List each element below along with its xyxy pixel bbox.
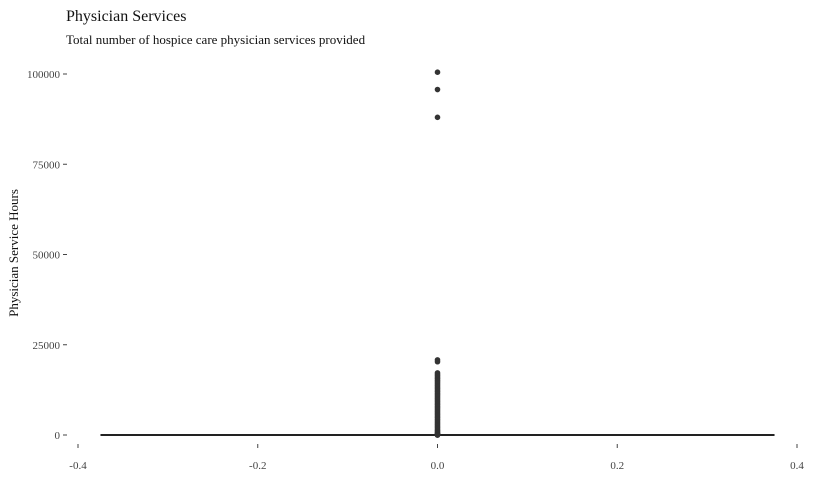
y-tick-label: 75000 (33, 159, 61, 171)
x-tick-label: -0.4 (69, 460, 87, 472)
chart-subtitle: Total number of hospice care physician s… (66, 32, 366, 47)
y-axis: 0 25000 50000 75000 100000 (27, 69, 67, 442)
data-point (434, 432, 441, 438)
y-tick-label: 25000 (33, 340, 61, 352)
x-tick-label: 0.4 (790, 460, 804, 472)
x-axis: -0.4 -0.2 0.0 0.2 0.4 (69, 444, 804, 472)
chart-title: Physician Services (66, 8, 186, 25)
points-layer (434, 69, 441, 438)
data-point (434, 114, 441, 121)
data-point (434, 86, 441, 93)
x-tick-label: 0.0 (431, 460, 445, 472)
x-tick-label: -0.2 (249, 460, 266, 472)
data-point (434, 358, 441, 365)
x-tick-label: 0.2 (610, 460, 624, 472)
y-tick-label: 100000 (27, 69, 61, 81)
y-tick-label: 50000 (33, 250, 61, 262)
data-point (434, 69, 441, 75)
y-axis-label: Physician Service Hours (6, 189, 21, 317)
y-tick-label: 0 (55, 430, 61, 442)
